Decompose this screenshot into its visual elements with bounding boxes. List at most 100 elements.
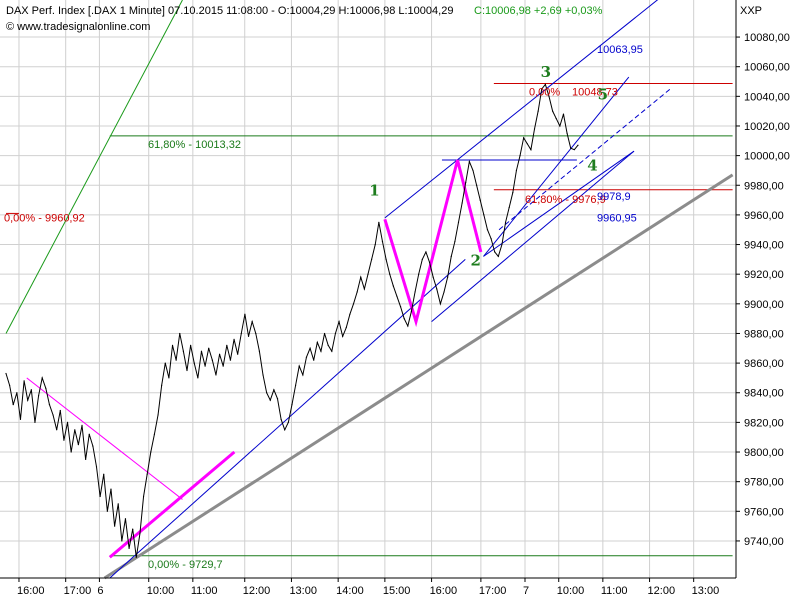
x-tick-label: 11:00	[601, 585, 628, 597]
price-point	[316, 341, 318, 343]
channel-mid-line	[431, 150, 635, 322]
price-point	[37, 395, 40, 397]
price-point	[323, 332, 326, 335]
price-point	[77, 444, 79, 446]
price-point	[392, 285, 394, 287]
price-point	[494, 251, 496, 253]
price-point	[222, 365, 224, 367]
price-point	[114, 525, 116, 527]
price-point	[258, 350, 260, 352]
price-point	[472, 169, 474, 172]
x-tick-label: 13:00	[692, 585, 720, 597]
price-point	[360, 276, 362, 278]
price-point	[371, 258, 373, 260]
price-point	[117, 503, 119, 505]
y-tick-label: 9760,00	[744, 506, 784, 518]
annotation-label: 61,80% - 10013,32	[148, 139, 241, 151]
wave-label: 1	[369, 182, 379, 200]
source-credit: © www.tradesignalonline.com	[6, 21, 150, 33]
magenta-downtrend-line	[26, 377, 183, 500]
price-point	[182, 350, 184, 352]
channel-top-line	[384, 0, 659, 219]
y-tick-label: 9820,00	[744, 417, 784, 429]
annotation-label: 10063,95	[597, 44, 643, 56]
y-tick-label: 9800,00	[744, 447, 784, 459]
price-change: C:10006,98 +2,69 +0,03%	[474, 5, 603, 17]
price-point	[381, 240, 384, 243]
price-point	[237, 353, 239, 355]
price-point	[85, 458, 87, 461]
price-point	[168, 377, 170, 379]
x-tick-label: 17:00	[64, 585, 92, 597]
price-point	[132, 528, 134, 530]
x-tick-label: 7	[523, 585, 529, 597]
price-point	[74, 429, 76, 431]
price-point	[298, 365, 300, 367]
price-point	[428, 261, 431, 263]
price-point	[320, 350, 322, 352]
price-point	[164, 362, 166, 364]
y-tick-label: 10020,00	[744, 121, 790, 133]
price-point	[483, 214, 485, 216]
price-point	[200, 350, 203, 352]
price-point	[128, 547, 130, 549]
y-tick-label: 9900,00	[744, 299, 784, 311]
grid	[0, 0, 736, 578]
price-point	[247, 335, 250, 338]
price-point	[226, 344, 228, 346]
price-point	[447, 276, 449, 278]
price-point	[570, 147, 572, 149]
price-point	[555, 117, 557, 120]
price-point	[385, 258, 387, 260]
price-point	[313, 359, 315, 361]
price-point	[450, 255, 452, 257]
price-point	[327, 344, 329, 346]
price-point	[457, 221, 460, 223]
wave-labels: 1 2 3 4 5	[369, 63, 608, 269]
price-point	[541, 88, 543, 90]
price-point	[110, 488, 112, 490]
price-point	[309, 347, 311, 349]
price-point	[92, 445, 94, 447]
annotation-label: 10048,73	[572, 86, 618, 98]
annotation-label: 61,80% - 9976,9	[525, 194, 606, 206]
annotation-label: 0,00% - 9960,92	[4, 213, 85, 225]
gray-trend-line	[103, 173, 734, 580]
price-point	[407, 325, 409, 327]
wave-label: 5	[598, 85, 608, 103]
price-point	[48, 404, 51, 406]
price-point	[342, 335, 344, 338]
y-axis-ticks: 9740,00 9760,00 9780,00 9800,00 9820,00 9840,…	[736, 32, 790, 548]
annotation-label: 0,00% - 9729,7	[148, 559, 223, 571]
price-point	[562, 113, 565, 115]
y-tick-label: 9940,00	[744, 240, 784, 252]
price-point	[399, 306, 402, 308]
price-point	[439, 303, 441, 305]
price-point	[425, 251, 427, 253]
price-point	[211, 359, 213, 361]
x-tick-label: 13:00	[289, 585, 317, 597]
price-point	[295, 384, 297, 386]
price-point	[284, 429, 286, 431]
price-point	[52, 414, 54, 416]
price-point	[403, 318, 405, 320]
price-point	[287, 421, 289, 423]
x-tick-label: 6	[97, 585, 103, 597]
price-point	[81, 424, 83, 426]
annotation-labels: 0,00% - 9960,92 0,00% - 9729,7 61,80% - 10…	[4, 44, 643, 571]
price-point	[501, 243, 503, 246]
x-axis-ticks: 16:00 17:00 6 10:00 11:00 12:00 13:00 14:00 15:0…	[17, 578, 719, 597]
price-point	[537, 110, 539, 112]
price-point	[255, 332, 257, 335]
price-point	[63, 439, 65, 441]
y-tick-label: 10000,00	[744, 151, 790, 163]
price-point	[490, 238, 492, 240]
y-tick-label: 10080,00	[744, 32, 790, 44]
y-tick-label: 9880,00	[744, 328, 784, 340]
price-point	[436, 288, 438, 290]
channel-lower-line	[483, 150, 635, 257]
price-point	[9, 384, 11, 386]
price-point	[526, 143, 528, 145]
wave-label: 4	[587, 156, 597, 174]
